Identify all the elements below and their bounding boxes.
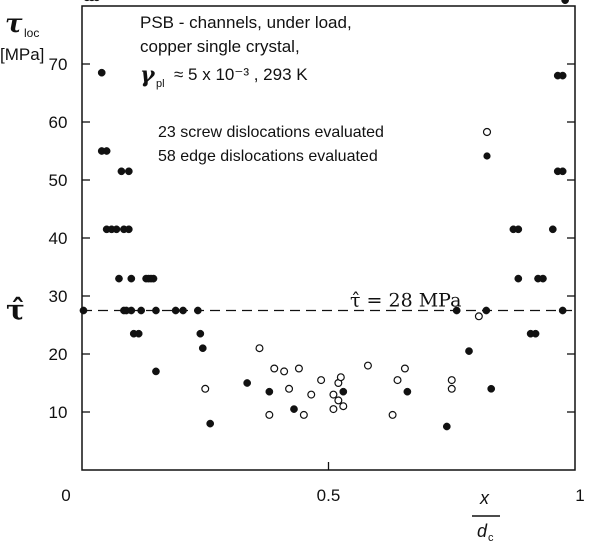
- screw-dislocation-point: [317, 376, 326, 385]
- edge-dislocation-point: [97, 68, 106, 77]
- edge-dislocation-point: [514, 274, 523, 283]
- edge-dislocation-point: [558, 167, 567, 176]
- edge-dislocation-point: [339, 387, 348, 396]
- edge-dislocation-point: [134, 329, 143, 338]
- x-tick-label: 0: [61, 486, 70, 505]
- edge-dislocation-point: [124, 225, 133, 234]
- screw-dislocation-point: [339, 402, 348, 411]
- screw-dislocation-point: [285, 384, 294, 393]
- edge-dislocation-point: [558, 306, 567, 315]
- edge-dislocation-point: [465, 347, 473, 355]
- edge-dislocation-point: [152, 367, 160, 376]
- screw-dislocation-point: [255, 344, 264, 353]
- screw-dislocation-point: [201, 384, 210, 393]
- edge-dislocation-point: [442, 422, 451, 431]
- edge-dislocation-point: [482, 306, 491, 315]
- legend-edge-marker: [483, 152, 491, 160]
- edge-dislocation-point: [152, 306, 160, 315]
- edge-dislocation-point: [84, 0, 90, 2]
- edge-dislocation-point: [94, 0, 100, 2]
- edge-dislocation-point: [127, 306, 136, 315]
- edge-dislocation-point: [171, 306, 180, 315]
- screw-dislocation-point: [280, 367, 289, 376]
- gamma-symbol: γ: [140, 62, 156, 88]
- x-tick-label: 0.5: [317, 486, 341, 505]
- screw-dislocation-point: [388, 410, 397, 419]
- screw-dislocation-point: [334, 396, 343, 405]
- edge-dislocation-point: [196, 329, 205, 338]
- legend-line-2: copper single crystal,: [140, 37, 300, 56]
- edge-dislocation-point: [112, 225, 121, 234]
- screw-dislocation-point: [336, 373, 345, 382]
- edge-dislocation-point: [127, 274, 136, 283]
- y-axis-unit: [MPa]: [0, 45, 44, 64]
- y-tick-label: 20: [49, 345, 68, 364]
- edge-dislocation-point: [79, 306, 88, 315]
- screw-dislocation-point: [270, 364, 279, 373]
- edge-dislocation-point: [102, 147, 111, 155]
- edge-dislocation-point: [558, 71, 567, 80]
- edge-dislocation-point: [117, 167, 126, 176]
- screw-dislocation-point: [400, 364, 409, 373]
- gamma-subscript: pl: [156, 78, 165, 90]
- x-axis-denominator: d: [477, 521, 488, 541]
- y-tick-label: 70: [49, 55, 68, 74]
- x-tick-label: 1: [575, 486, 584, 505]
- edge-dislocation-point: [115, 274, 123, 283]
- screw-dislocation-point: [363, 361, 372, 370]
- screw-dislocation-point: [299, 410, 308, 419]
- screw-dislocation-point: [447, 376, 456, 385]
- y-tick-label: 50: [49, 171, 68, 190]
- legend-screw-marker: [482, 127, 492, 137]
- edge-dislocation-point: [403, 387, 412, 396]
- edge-dislocation-point: [487, 384, 496, 393]
- legend-edge-label: 58 edge dislocations evaluated: [158, 148, 378, 165]
- y-axis-symbol: τ: [5, 9, 23, 39]
- edge-dislocation-point: [179, 306, 187, 315]
- y-axis-subscript: loc: [24, 26, 39, 40]
- reference-line-label: τ̂ = 28 MPa: [350, 290, 461, 312]
- screw-dislocation-point: [393, 376, 402, 385]
- legend-line-3: ≈ 5 x 10⁻³ , 293 K: [174, 65, 308, 84]
- edge-dislocation-point: [137, 306, 146, 315]
- edge-dislocation-point: [124, 167, 133, 176]
- screw-dislocation-point: [307, 390, 316, 399]
- edge-dislocation-point: [452, 306, 461, 315]
- screw-dislocation-point: [474, 312, 483, 321]
- screw-dislocation-point: [265, 410, 274, 419]
- edge-dislocation-point: [198, 344, 207, 353]
- edge-dislocation-point: [265, 387, 274, 396]
- edge-dislocation-point: [206, 419, 215, 428]
- y-tick-label: 10: [49, 403, 68, 422]
- screw-dislocation-point: [447, 384, 456, 393]
- edge-dislocation-point: [561, 0, 569, 5]
- y-tick-label: 60: [49, 113, 68, 132]
- x-axis-numerator: x: [479, 488, 490, 508]
- edge-dislocation-point: [194, 306, 202, 315]
- edge-dislocation-point: [243, 379, 252, 387]
- legend-screw-label: 23 screw dislocations evaluated: [158, 124, 384, 141]
- legend-line-1: PSB - channels, under load,: [140, 13, 352, 32]
- reference-left-label: τ̂: [6, 294, 25, 327]
- edge-dislocation-point: [539, 274, 547, 283]
- edge-dislocation-point: [149, 274, 158, 283]
- edge-dislocation-point: [89, 0, 95, 2]
- y-tick-label: 30: [49, 287, 68, 306]
- screw-dislocation-point: [329, 405, 338, 414]
- x-axis-denominator-subscript: c: [488, 532, 494, 544]
- edge-dislocation-point: [514, 225, 523, 234]
- plot-frame: [81, 5, 576, 471]
- screw-dislocation-point: [294, 364, 303, 373]
- edge-dislocation-point: [290, 405, 298, 413]
- y-tick-label: 40: [49, 229, 68, 248]
- edge-dislocation-point: [531, 329, 540, 338]
- edge-dislocation-point: [548, 225, 557, 234]
- screw-dislocation-point: [329, 390, 338, 399]
